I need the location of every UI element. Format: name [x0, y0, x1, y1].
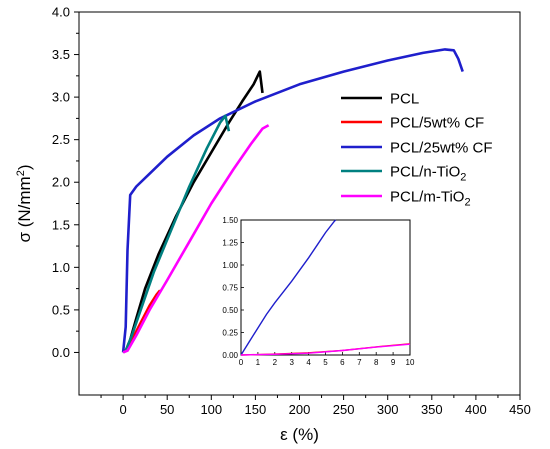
- inset-y-tick-label: 0.00: [222, 351, 238, 360]
- inset-x-tick-label: 0: [239, 358, 244, 367]
- y-tick-label: 1.5: [52, 217, 70, 232]
- y-tick-label: 2.0: [52, 175, 70, 190]
- legend-label-3: PCL/25wt% CF: [390, 140, 493, 157]
- inset-frame: [240, 219, 411, 356]
- inset-x-tick-label: 6: [340, 358, 345, 367]
- y-tick-label: 0.0: [52, 345, 70, 360]
- inset-x-tick-label: 2: [273, 358, 278, 367]
- inset-x-tick-label: 9: [391, 358, 396, 367]
- x-tick-label: 200: [289, 402, 311, 417]
- y-axis-title: σ (N/mm2): [15, 165, 34, 243]
- legend-label-4: PCL/n-TiO2: [390, 164, 466, 184]
- inset-x-tick-label: 7: [357, 358, 362, 367]
- series-line-3: [121, 48, 464, 353]
- series-line-5: [122, 124, 270, 354]
- inset-y-tick-label: 1.00: [222, 261, 238, 270]
- inset-x-tick-label: 5: [323, 358, 328, 367]
- inset-series-line-1: [240, 219, 337, 356]
- y-tick-label: 2.5: [52, 132, 70, 147]
- inset-y-tick-label: 0.50: [222, 306, 238, 315]
- legend: PCL PCL/5wt% CF PCL/25wt% CF PCL/n-TiO2 PCL/…: [341, 91, 493, 209]
- x-tick-label: 400: [465, 402, 487, 417]
- main-plot-area: 0 50 100 150 200 250 300 350 400 4500.00.51.01.52…: [52, 5, 531, 418]
- y-tick-label: 4.0: [52, 5, 70, 20]
- inset-y-tick-label: 1.50: [222, 216, 238, 225]
- legend-label-1: PCL: [390, 91, 419, 108]
- x-tick-label: 150: [245, 402, 267, 417]
- x-tick-label: 450: [509, 402, 531, 417]
- x-tick-label: 300: [377, 402, 399, 417]
- y-tick-label: 3.5: [52, 47, 70, 62]
- x-tick-label: 250: [333, 402, 355, 417]
- inset-series-line-3: [240, 343, 411, 356]
- inset-y-tick-label: 0.75: [222, 284, 238, 293]
- x-tick-label: 100: [200, 402, 222, 417]
- y-tick-label: 3.0: [52, 90, 70, 105]
- series-line-4: [122, 114, 231, 354]
- inset-x-tick-label: 4: [306, 358, 311, 367]
- inset-x-tick-label: 8: [374, 358, 379, 367]
- x-axis-title: ε (%): [280, 425, 319, 444]
- axis-titles: ε (%) σ (N/mm2): [15, 165, 319, 445]
- legend-label-2: PCL/5wt% CF: [390, 115, 484, 132]
- legend-label-5: PCL/m-TiO2: [390, 189, 471, 209]
- inset-x-tick-label: 1: [256, 358, 261, 367]
- inset-y-tick-label: 1.25: [222, 239, 238, 248]
- y-tick-label: 1.0: [52, 260, 70, 275]
- x-tick-label: 350: [421, 402, 443, 417]
- x-tick-label: 50: [160, 402, 174, 417]
- inset-x-tick-label: 3: [289, 358, 294, 367]
- x-tick-label: 0: [119, 402, 126, 417]
- inset-x-tick-label: 10: [406, 358, 415, 367]
- inset-plot-area: 0 1 2 3 4 5 6 7 8 9 10 0.00 0.25 0.50 0.75 1.00 1.25 1.50: [222, 216, 415, 367]
- y-tick-label: 0.5: [52, 302, 70, 317]
- inset-y-tick-label: 0.25: [222, 329, 238, 338]
